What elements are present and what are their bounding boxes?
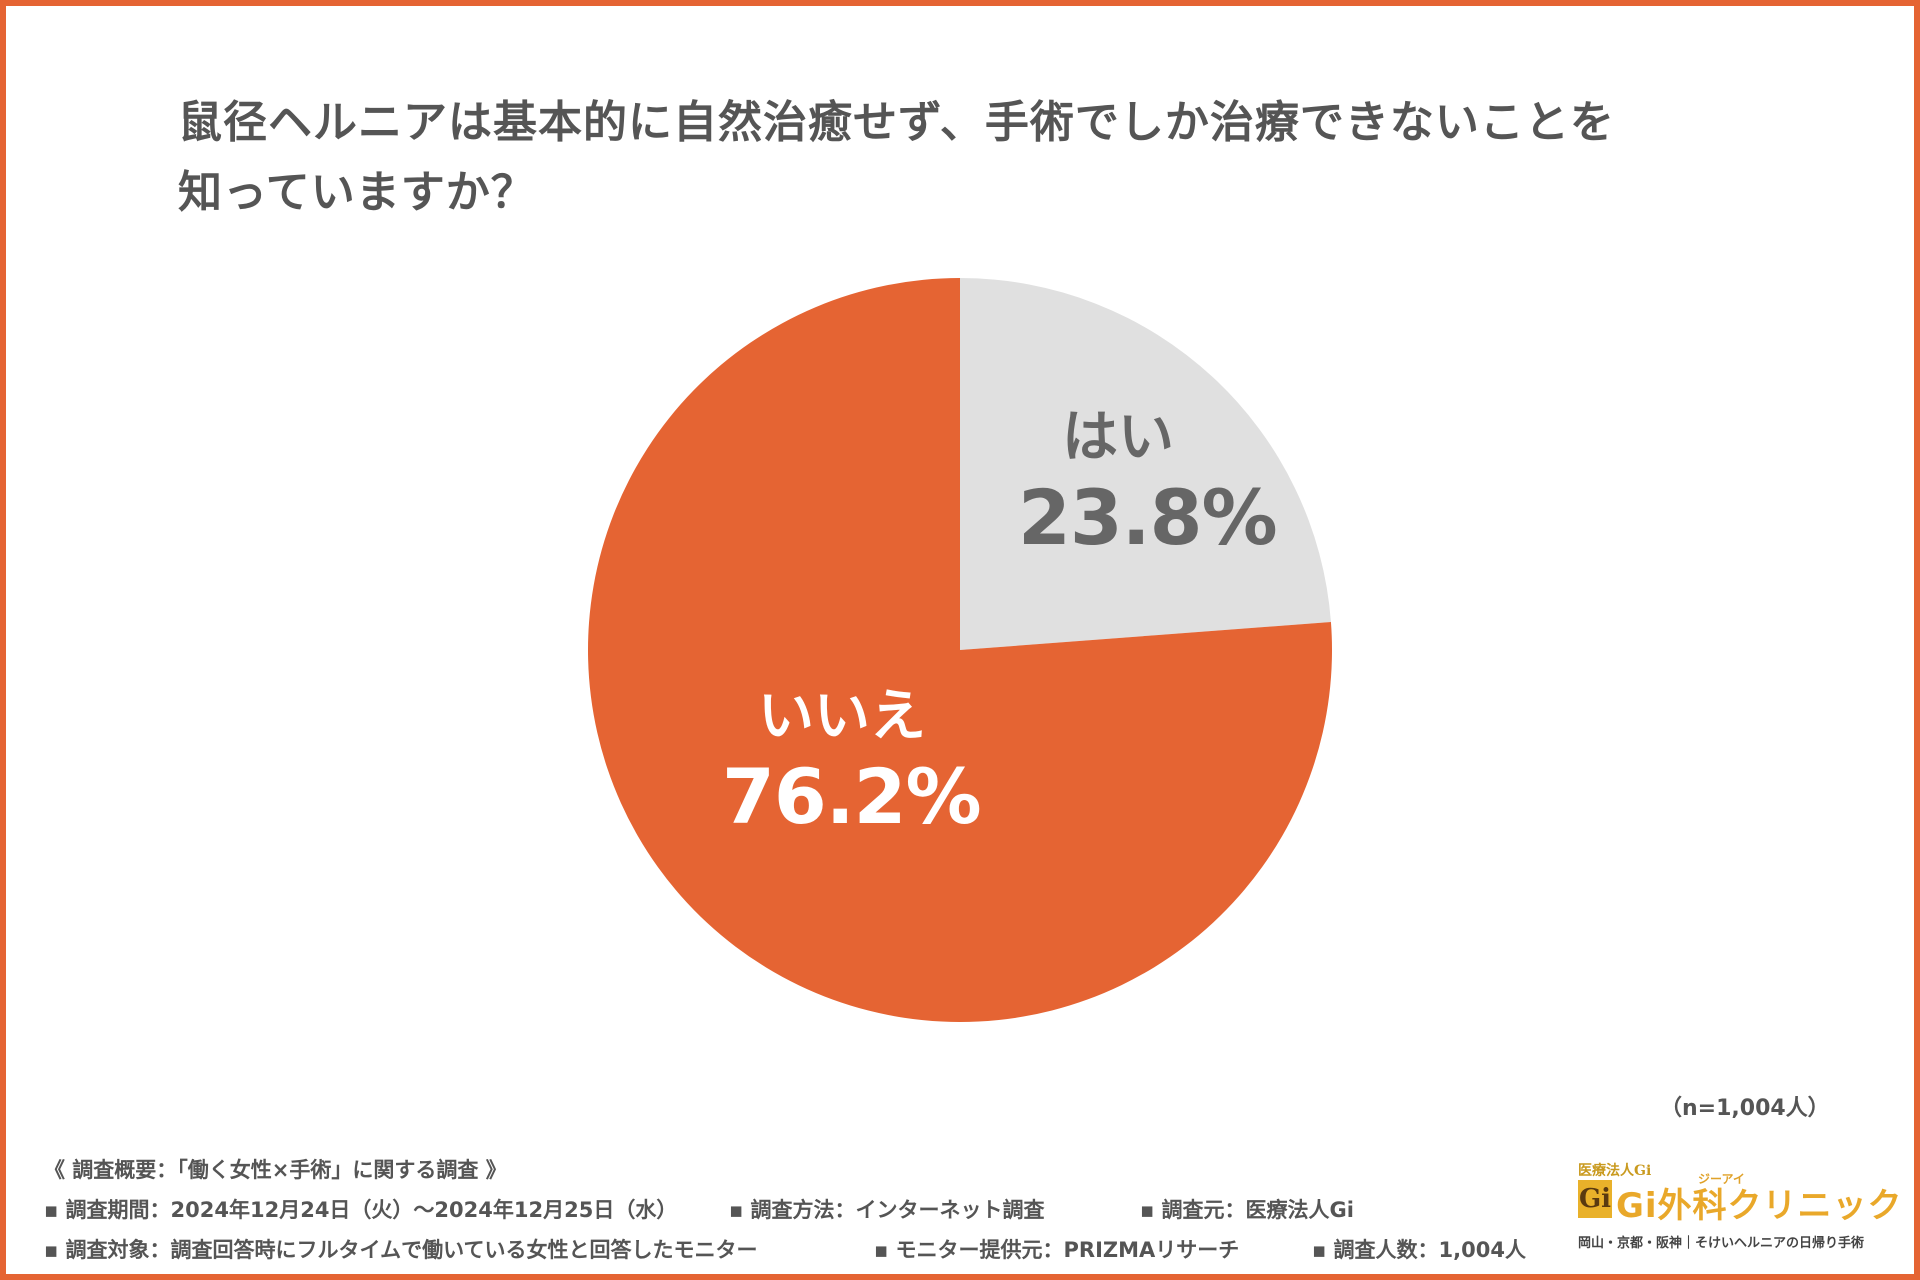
slice-category-yes: はい xyxy=(1062,405,1174,470)
survey-method: ▪ 調査方法：インターネット調査 xyxy=(729,1198,1045,1222)
survey-target: ▪ 調査対象：調査回答時にフルタイムで働いている女性と回答したモニター xyxy=(44,1238,758,1262)
survey-summary: 《 調査概要：「働く女性×手術」に関する調査 》 ▪ 調査期間：2024年12月… xyxy=(44,1150,1526,1270)
logo-corp-name: 医療法人Gi xyxy=(1578,1163,1652,1179)
pie-slice-1 xyxy=(587,278,1332,1023)
slice-label-yes: はい 23.8% xyxy=(1018,403,1278,563)
chart-title-line-1: 鼠径ヘルニアは基本的に自然治癒せず、手術でしか治療できないことを xyxy=(178,97,1615,148)
pie-slice-0 xyxy=(960,278,1331,650)
logo-mark-icon: Gi xyxy=(1578,1180,1612,1218)
survey-row-2: ▪ 調査対象：調査回答時にフルタイムで働いている女性と回答したモニター ▪ モニ… xyxy=(44,1230,1526,1270)
survey-source: ▪ 調査元：医療法人Gi xyxy=(1140,1198,1354,1222)
survey-count: ▪ 調査人数：1,004人 xyxy=(1312,1238,1526,1262)
chart-title: 鼠径ヘルニアは基本的に自然治癒せず、手術でしか治療できないことを 知っていますか… xyxy=(178,88,1778,228)
sample-size: （n=1,004人） xyxy=(1660,1096,1830,1121)
survey-period: ▪ 調査期間：2024年12月24日（火）〜2024年12月25日（水） xyxy=(44,1198,678,1222)
logo-tagline: 岡山・京都・阪神｜そけいヘルニアの日帰り手術 xyxy=(1578,1236,1865,1251)
slice-value-no: 76.2% xyxy=(722,752,982,841)
logo-ruby: ジーアイ xyxy=(1698,1172,1745,1186)
chart-title-line-2: 知っていますか？ xyxy=(178,167,536,218)
logo-clinic-name: Gi外科クリニック xyxy=(1616,1186,1903,1226)
survey-provider: ▪ モニター提供元：PRIZMAリサーチ xyxy=(874,1238,1240,1262)
survey-row-1: ▪ 調査期間：2024年12月24日（火）〜2024年12月25日（水） ▪ 調… xyxy=(44,1190,1354,1230)
clinic-logo: 医療法人Gi Gi ジーアイ Gi外科クリニック 岡山・京都・阪神｜そけいヘルニ… xyxy=(1578,1160,1902,1260)
slice-category-no: いいえ xyxy=(758,684,926,749)
survey-heading: 《 調査概要：「働く女性×手術」に関する調査 》 xyxy=(44,1158,507,1182)
slice-label-no: いいえ 76.2% xyxy=(722,682,982,842)
slice-value-yes: 23.8% xyxy=(1018,473,1278,562)
